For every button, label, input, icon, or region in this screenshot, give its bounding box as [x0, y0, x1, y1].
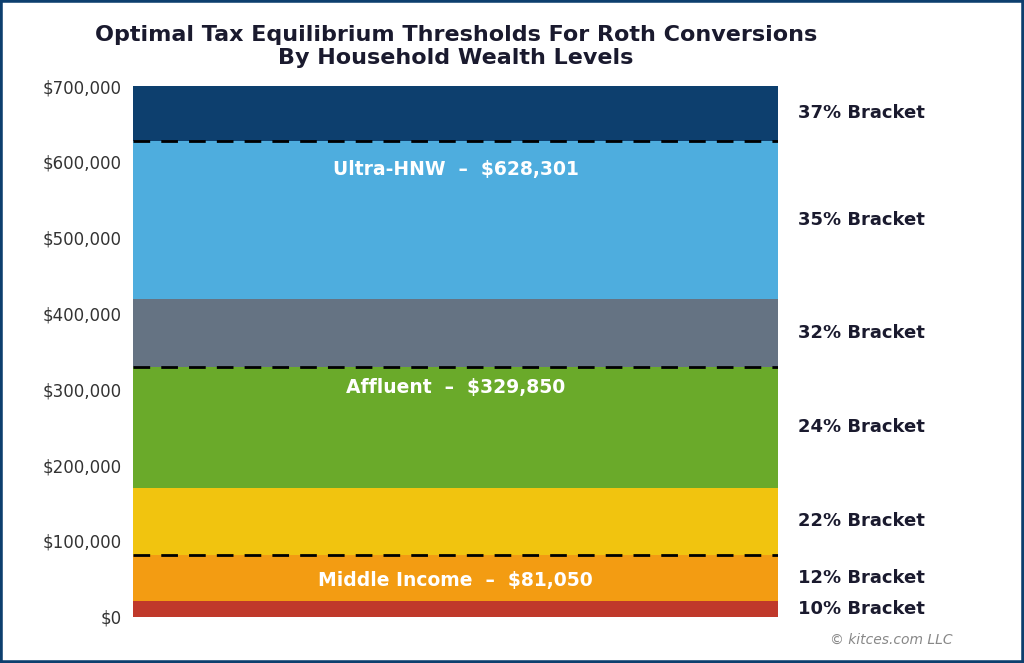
Bar: [133, 86, 778, 141]
Text: 37% Bracket: 37% Bracket: [798, 104, 925, 123]
Text: Ultra-HNW  –  $628,301: Ultra-HNW – $628,301: [333, 160, 579, 179]
Text: © kitces.com LLC: © kitces.com LLC: [829, 633, 952, 646]
Text: 35% Bracket: 35% Bracket: [798, 211, 925, 229]
Text: Affluent  –  $329,850: Affluent – $329,850: [346, 379, 565, 397]
Bar: [133, 488, 778, 555]
Text: 12% Bracket: 12% Bracket: [798, 570, 925, 587]
Title: Optimal Tax Equilibrium Thresholds For Roth Conversions
By Household Wealth Leve: Optimal Tax Equilibrium Thresholds For R…: [94, 25, 817, 68]
Text: Middle Income  –  $81,050: Middle Income – $81,050: [318, 572, 593, 591]
Text: 24% Bracket: 24% Bracket: [798, 418, 925, 436]
Text: 32% Bracket: 32% Bracket: [798, 324, 925, 342]
Bar: [133, 367, 778, 488]
Text: 22% Bracket: 22% Bracket: [798, 512, 925, 530]
Bar: [133, 601, 778, 617]
Bar: [133, 555, 778, 601]
Bar: [133, 141, 778, 299]
Bar: [133, 299, 778, 367]
Text: 10% Bracket: 10% Bracket: [798, 600, 925, 618]
